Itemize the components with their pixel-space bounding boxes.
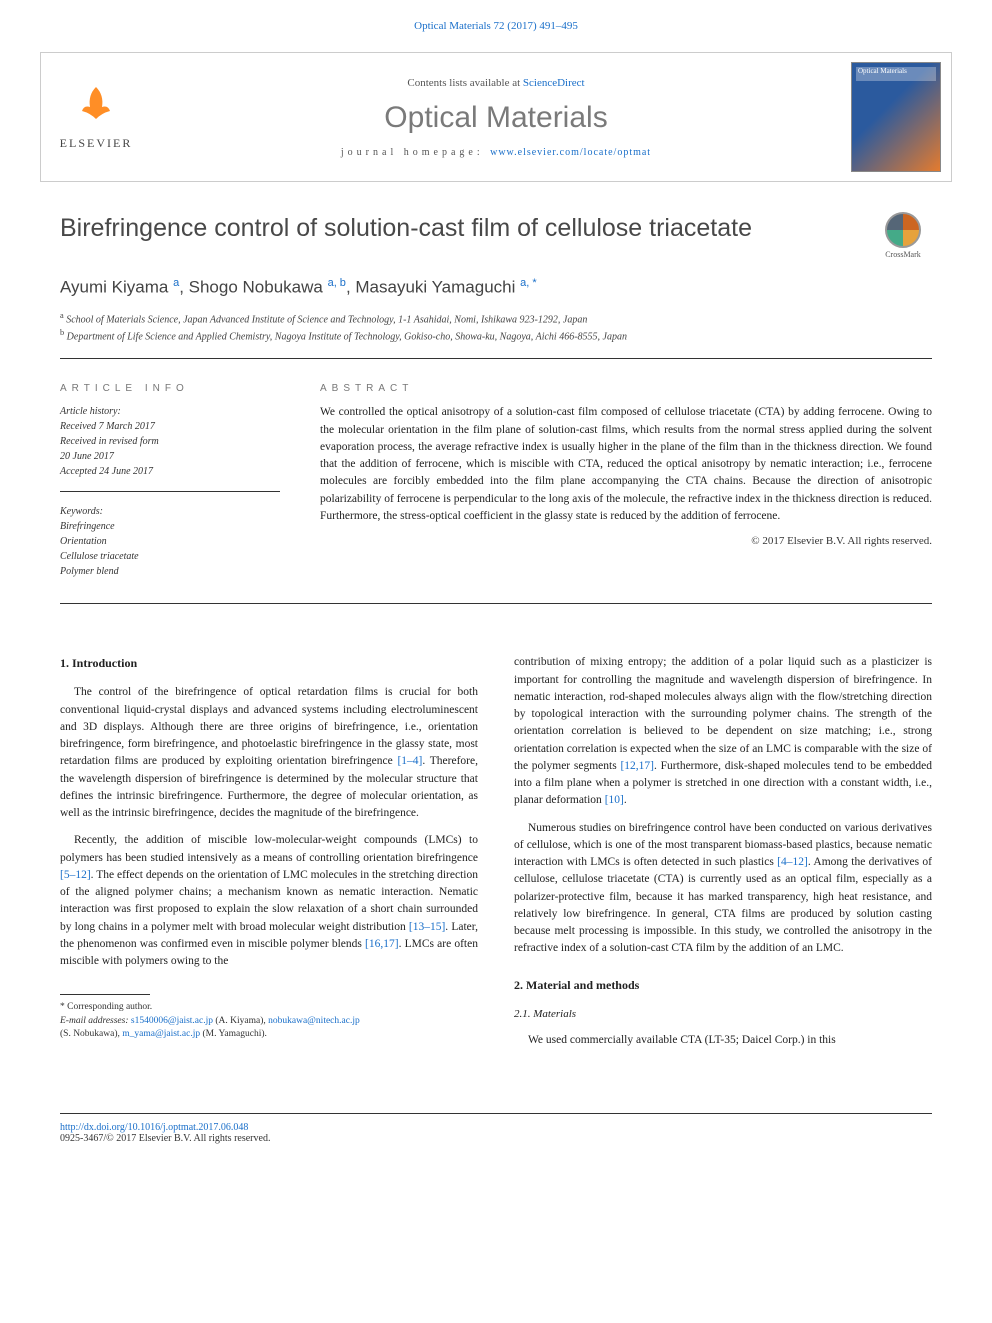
keyword: Birefringence [60, 521, 115, 532]
homepage-link[interactable]: www.elsevier.com/locate/optmat [490, 147, 651, 158]
keyword: Orientation [60, 536, 107, 547]
col2-paragraph-1: contribution of mixing entropy; the addi… [514, 654, 932, 809]
citation-link[interactable]: [1–4] [397, 755, 422, 767]
history-label: Article history: [60, 404, 280, 419]
abstract-copyright: © 2017 Elsevier B.V. All rights reserved… [320, 535, 932, 547]
crossmark-icon [885, 212, 921, 248]
contents-list-line: Contents lists available at ScienceDirec… [151, 77, 841, 89]
journal-homepage-line: journal homepage: www.elsevier.com/locat… [151, 147, 841, 158]
journal-title: Optical Materials [151, 101, 841, 135]
citation-link[interactable]: [12,17] [620, 760, 654, 772]
footnote-rule [60, 994, 150, 995]
article-body: Birefringence control of solution-cast f… [0, 192, 992, 1099]
publisher-name: ELSEVIER [60, 136, 133, 151]
section-heading-methods: 2. Material and methods [514, 976, 932, 994]
abstract-column: ABSTRACT We controlled the optical aniso… [320, 383, 932, 579]
keywords-block: Keywords: Birefringence Orientation Cell… [60, 504, 280, 579]
intro-paragraph-1: The control of the birefringence of opti… [60, 684, 478, 822]
body-two-column: 1. Introduction The control of the biref… [60, 654, 932, 1059]
keyword: Cellulose triacetate [60, 551, 139, 562]
email-link[interactable]: s1540006@jaist.ac.jp [131, 1016, 213, 1026]
article-history: Article history: Received 7 March 2017 R… [60, 404, 280, 492]
col2-paragraph-2: Numerous studies on birefringence contro… [514, 820, 932, 958]
elsevier-tree-icon [76, 83, 116, 132]
page-footer: http://dx.doi.org/10.1016/j.optmat.2017.… [60, 1113, 932, 1174]
left-column: 1. Introduction The control of the biref… [60, 654, 478, 1059]
article-info-column: ARTICLE INFO Article history: Received 7… [60, 383, 280, 579]
subsection-heading-materials: 2.1. Materials [514, 1006, 932, 1023]
crossmark-badge[interactable]: CrossMark [874, 212, 932, 259]
email-link[interactable]: m_yama@jaist.ac.jp [122, 1029, 200, 1039]
masthead-center: Contents lists available at ScienceDirec… [151, 77, 841, 158]
journal-masthead: ELSEVIER Contents lists available at Sci… [40, 52, 952, 182]
affiliations: a School of Materials Science, Japan Adv… [60, 310, 932, 360]
issn-copyright: 0925-3467/© 2017 Elsevier B.V. All right… [60, 1133, 932, 1144]
citation-text: Optical Materials 72 (2017) 491–495 [414, 20, 578, 32]
footnotes: * Corresponding author. E-mail addresses… [60, 1001, 478, 1041]
abstract-label: ABSTRACT [320, 383, 932, 394]
email-addresses: E-mail addresses: s1540006@jaist.ac.jp (… [60, 1015, 478, 1042]
citation-link[interactable]: [16,17] [365, 938, 399, 950]
history-line: Accepted 24 June 2017 [60, 466, 153, 477]
methods-paragraph-1: We used commercially available CTA (LT-3… [514, 1032, 932, 1049]
history-line: Received in revised form [60, 436, 159, 447]
keyword: Polymer blend [60, 566, 119, 577]
corresponding-note: * Corresponding author. [60, 1001, 478, 1014]
author-list: Ayumi Kiyama a, Shogo Nobukawa a, b, Mas… [60, 277, 932, 298]
abstract-text: We controlled the optical anisotropy of … [320, 404, 932, 525]
affiliation-a: a School of Materials Science, Japan Adv… [60, 310, 932, 327]
article-info-label: ARTICLE INFO [60, 383, 280, 394]
right-column: contribution of mixing entropy; the addi… [514, 654, 932, 1059]
journal-cover-thumbnail: Optical Materials [851, 62, 941, 172]
publisher-logo: ELSEVIER [41, 53, 151, 181]
citation-link[interactable]: [4–12] [777, 856, 808, 868]
title-row: Birefringence control of solution-cast f… [60, 212, 932, 259]
article-title: Birefringence control of solution-cast f… [60, 212, 752, 245]
section-heading-intro: 1. Introduction [60, 654, 478, 672]
citation-link[interactable]: [5–12] [60, 869, 91, 881]
email-link[interactable]: nobukawa@nitech.ac.jp [268, 1016, 360, 1026]
doi-link[interactable]: http://dx.doi.org/10.1016/j.optmat.2017.… [60, 1122, 248, 1133]
history-line: Received 7 March 2017 [60, 421, 155, 432]
citation-link[interactable]: [13–15] [409, 921, 445, 933]
cover-label: Optical Materials [858, 67, 907, 75]
citation-link[interactable]: [10] [605, 794, 624, 806]
intro-paragraph-2: Recently, the addition of miscible low-m… [60, 832, 478, 970]
info-abstract-row: ARTICLE INFO Article history: Received 7… [60, 383, 932, 604]
running-header: Optical Materials 72 (2017) 491–495 [0, 0, 992, 42]
crossmark-label: CrossMark [885, 250, 921, 259]
affiliation-b: b Department of Life Science and Applied… [60, 327, 932, 344]
sciencedirect-link[interactable]: ScienceDirect [523, 77, 585, 89]
keywords-label: Keywords: [60, 504, 280, 519]
history-line: 20 June 2017 [60, 451, 114, 462]
